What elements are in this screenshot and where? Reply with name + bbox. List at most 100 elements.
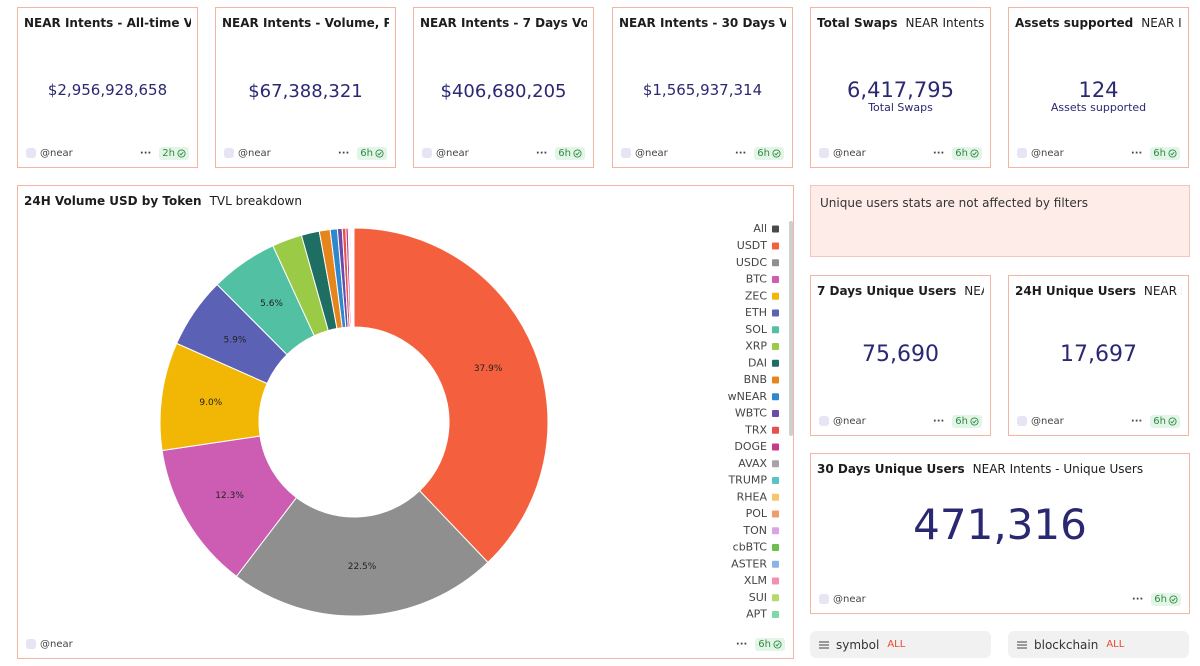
legend-label: cbBTC [733,541,768,554]
age-badge: 6h [755,637,785,651]
legend-swatch [772,611,779,618]
card-title: NEAR Intents - 30 Days Volu [619,16,786,30]
card-footer: @near ··· 6h [819,591,1181,607]
donut-slice [353,227,549,564]
author: @near [833,593,866,605]
author: @near [833,147,866,159]
author: @near [436,147,469,159]
card-footer: @near ··· 6h [26,636,785,652]
chart-panel: 24H Volume USD by Token TVL breakdown @nea… [17,185,794,659]
avatar-icon [224,148,234,158]
slice-label: 5.9% [224,336,247,346]
card-value: $406,680,205 [440,81,567,102]
card-title: 30 Days Unique Users [817,462,965,476]
legend-label: SUI [749,591,767,604]
card-footer: @near ··· 6h [1017,413,1180,429]
legend-swatch [772,510,779,518]
menu-dots[interactable]: ··· [735,638,748,650]
age: 6h [758,638,771,650]
card-header: 7 Days Unique Users NEAR … [817,284,984,298]
slice-label: 37.9% [474,364,503,374]
filter-value: ALL [1106,639,1125,650]
legend-label: TON [742,524,767,537]
avatar-icon [819,594,829,604]
card: Total Swaps NEAR Intents -6,417,795 Total … [810,7,991,168]
card: 30 Days Unique Users NEAR Intents - Uniqu… [810,453,1190,614]
legend: All USDT USDC BTC ZEC ETH SOL XRP DAI BNB wNEAR WBT… [727,222,779,621]
legend-label: BTC [746,273,768,286]
legend-label: DOGE [734,440,767,453]
legend-swatch [772,242,779,250]
author: @near [635,147,668,159]
legend-label: AVAX [738,457,767,470]
legend-label: All [753,222,767,235]
legend-label: USDT [737,239,768,252]
filter-value: ALL [887,639,906,650]
filter-chip[interactable]: blockchain ALL [1008,631,1189,658]
legend-label: wNEAR [728,390,768,403]
avatar-icon [819,148,829,158]
card-footer: @near ··· 6h [819,145,982,161]
menu-dots[interactable]: ··· [1130,415,1143,427]
card-subtitle: NEAR Intents - Unique Users [972,462,1144,476]
age-badge: 6h [555,146,585,160]
age: 6h [1154,593,1167,605]
menu-dots[interactable]: ··· [1131,593,1144,605]
card-value: 6,417,795 [847,78,954,102]
menu-dots[interactable]: ··· [932,147,945,159]
legend-swatch [772,426,779,434]
menu-dots[interactable]: ··· [535,147,548,159]
card: NEAR Intents - 7 Days Volu $406,680,205 @n… [413,7,594,168]
card-title: 7 Days Unique Users [817,284,957,298]
menu-dots[interactable]: ··· [1130,147,1143,159]
card-header: NEAR Intents - 30 Days Volu [619,16,786,30]
age-badge: 6h [1150,146,1180,160]
card-footer: @near ··· 6h [819,413,982,429]
legend-swatch [772,326,779,334]
avatar-icon [621,148,631,158]
legend-swatch [772,460,779,468]
legend-swatch [772,309,779,317]
legend-label: TRUMP [727,474,767,487]
legend-label: WBTC [735,407,767,420]
donut-chart: 37.9% 22.5% 12.3% 9.0% 5.9% 5.6% All USDT USDC BT… [159,221,793,621]
card-header: Total Swaps NEAR Intents - [817,16,984,30]
legend-swatch [772,560,779,568]
legend-label: RHEA [737,490,768,503]
card-value: $2,956,928,658 [47,81,168,99]
author: @near [238,147,271,159]
card-header: 30 Days Unique Users NEAR Intents - Uniqu… [817,462,1183,476]
legend-swatch [772,343,779,350]
age-badge: 6h [952,414,982,428]
card-header: NEAR Intents - 7 Days Volu [420,16,587,30]
legend-scrollbar [789,221,793,436]
legend-label: ETH [745,306,767,319]
legend-label: APT [746,608,767,621]
card-header: 24H Unique Users NEAR Int [1015,284,1182,298]
avatar-icon [26,639,36,649]
age-badge: 6h [754,146,784,160]
legend-label: TRX [744,423,767,436]
filter-chip[interactable]: symbol ALL [810,631,991,658]
legend-swatch [772,393,779,401]
card-footer: @near ··· 6h [224,145,387,161]
legend-swatch [772,477,779,484]
menu-dots[interactable]: ··· [734,147,747,159]
notice: Unique users stats are not affected by f… [810,185,1190,257]
menu-dots[interactable]: ··· [139,147,152,159]
card-footer: @near ··· 6h [422,145,585,161]
filter-label: symbol [836,637,880,652]
slice-label: 22.5% [348,562,377,572]
legend-swatch [772,527,779,535]
menu-dots[interactable]: ··· [932,415,945,427]
age-badge: 6h [1150,414,1180,428]
avatar-icon [422,148,432,158]
filter-label: blockchain [1034,637,1099,652]
author: @near [1031,147,1064,159]
age-badge: 6h [952,146,982,160]
menu-dots[interactable]: ··· [337,147,350,159]
card-header: NEAR Intents - Volume, Past [222,16,389,30]
slice-label: 12.3% [215,491,244,501]
avatar-icon [1017,148,1027,158]
